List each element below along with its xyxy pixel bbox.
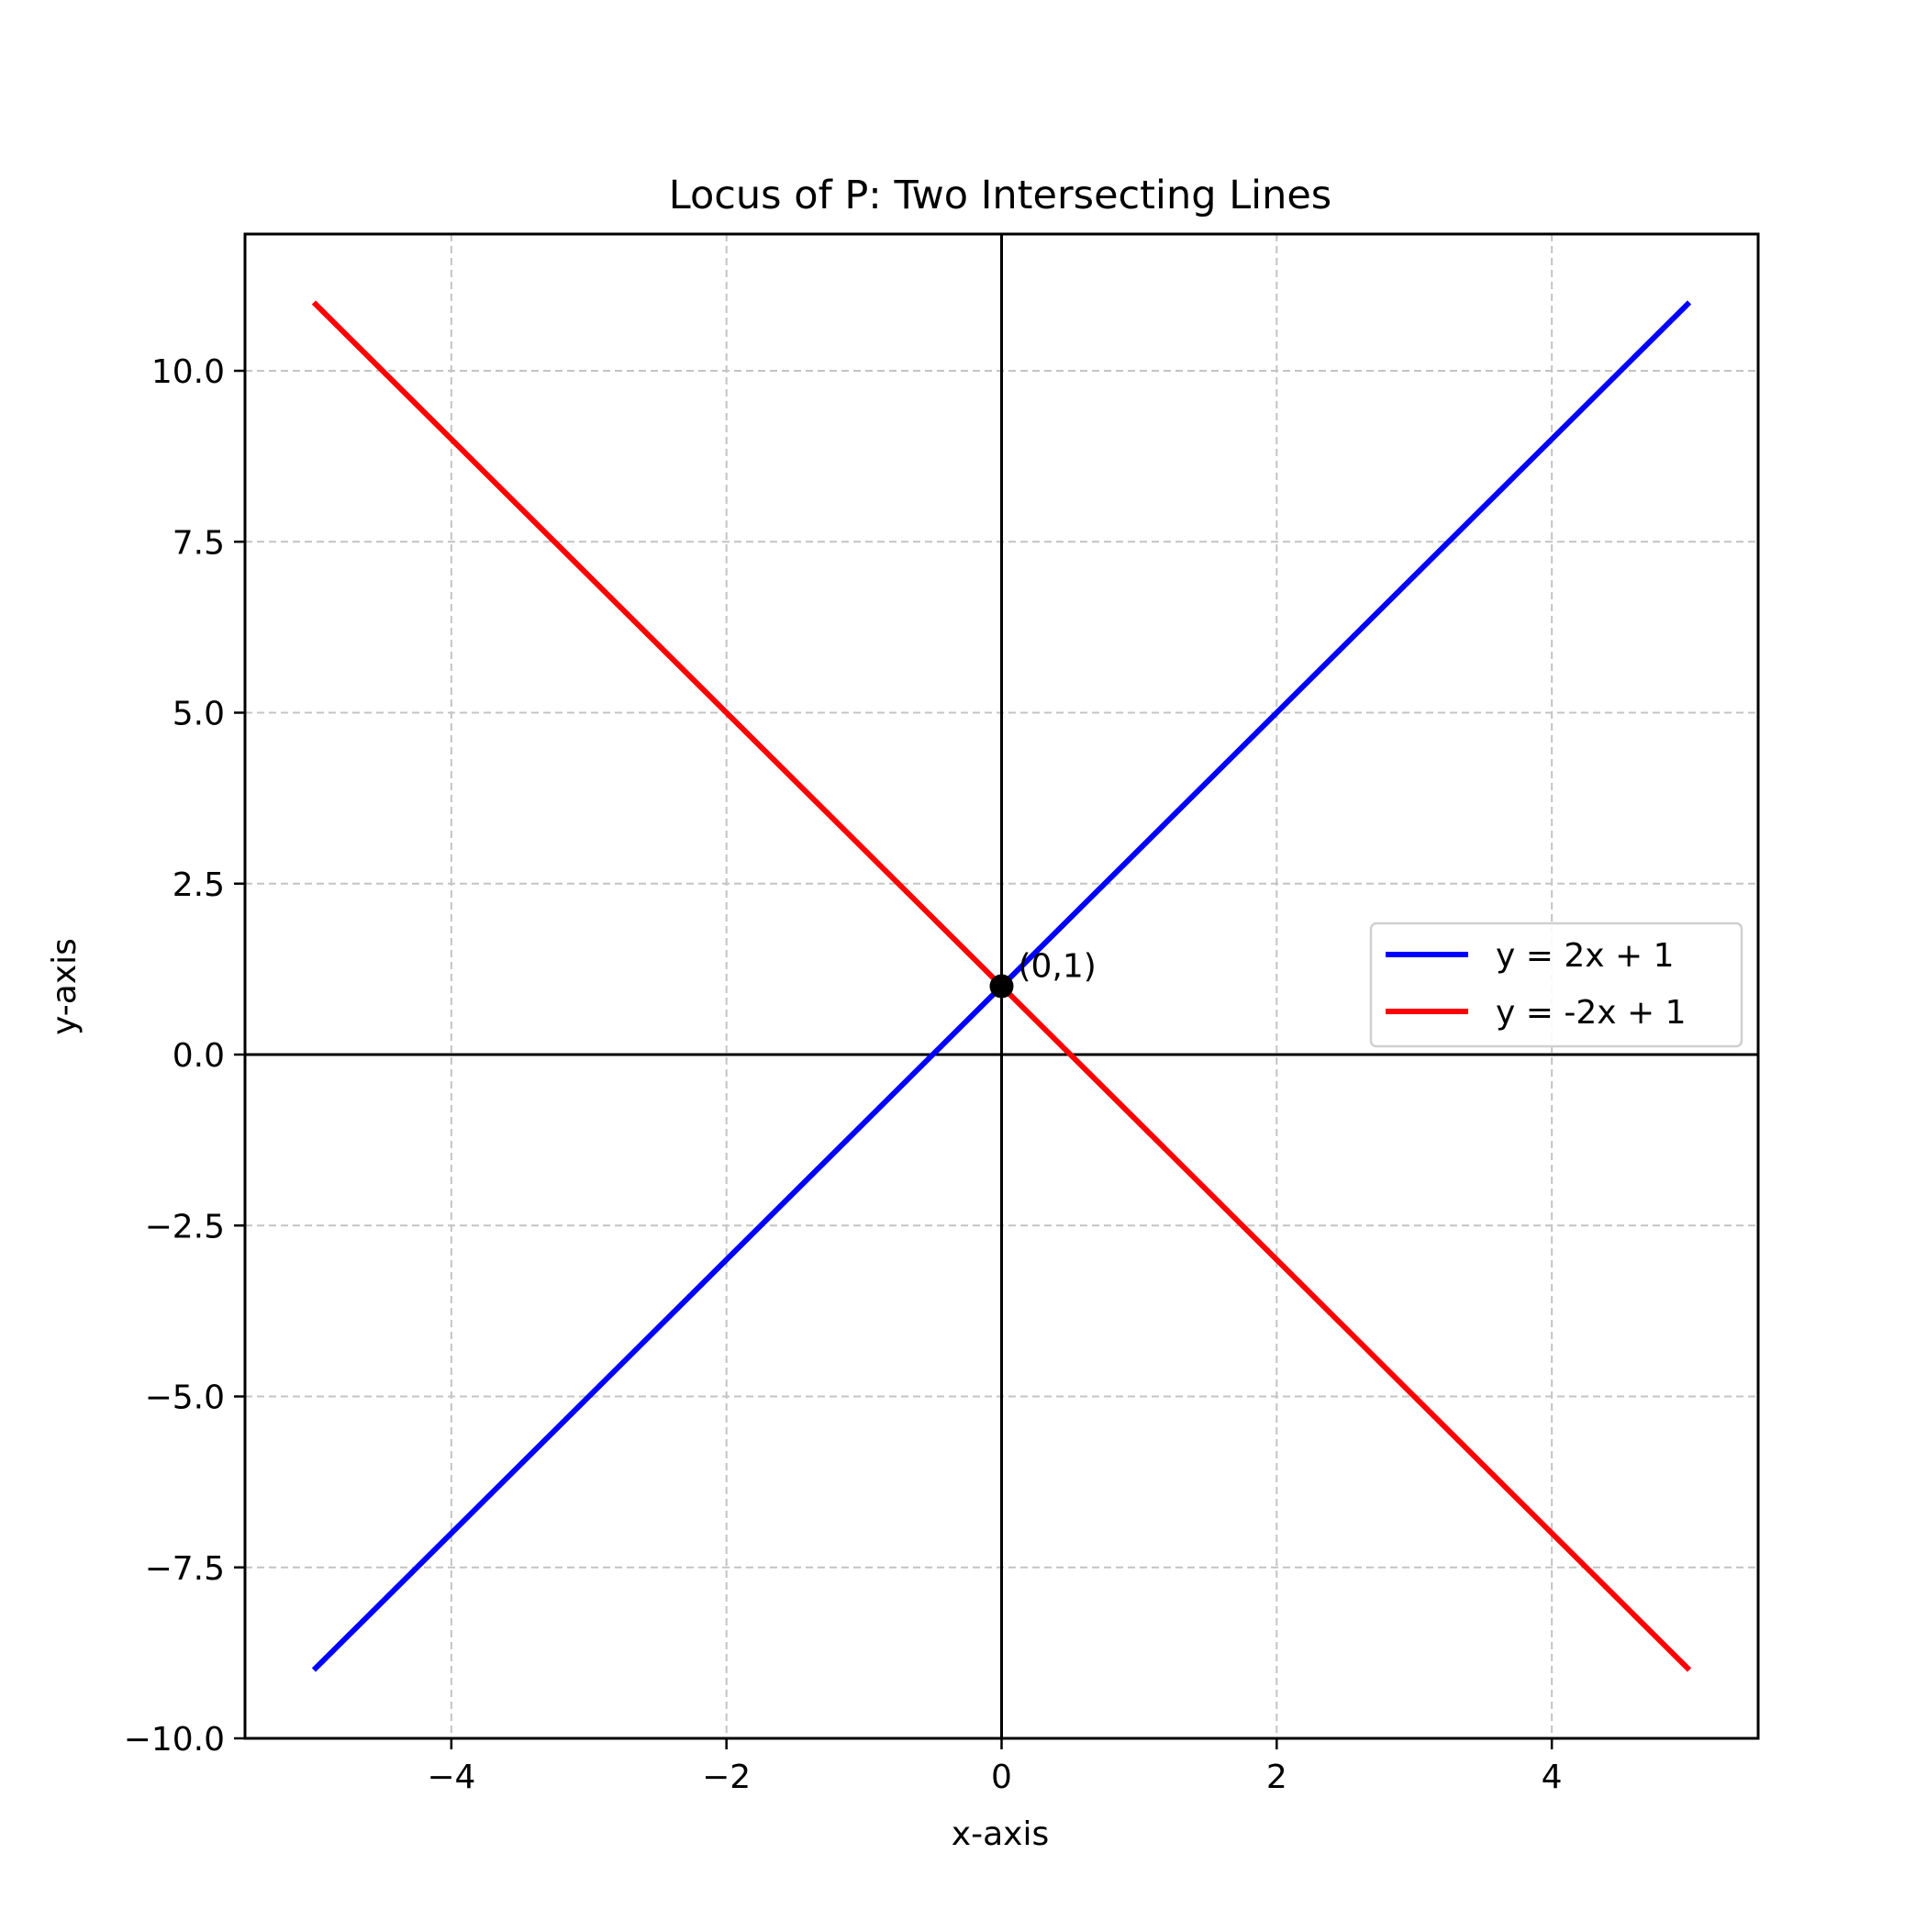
x-tick-label-0: −4 [427, 1759, 475, 1796]
y-tick-label-1: −7.5 [145, 1550, 225, 1588]
legend-label-1: y = 2x + 1 [1496, 937, 1675, 975]
x-tick-label-1: −2 [702, 1759, 751, 1796]
y-tick-label-4: 0.0 [173, 1037, 225, 1075]
y-tick-label-0: −10.0 [124, 1721, 225, 1759]
y-tick-label-2: −5.0 [145, 1379, 225, 1417]
intersection-point-label: (0,1) [1019, 948, 1097, 986]
x-axis-label: x-axis [952, 1815, 1049, 1853]
chart-title: Locus of P: Two Intersecting Lines [669, 173, 1331, 218]
x-tick-label-3: 2 [1266, 1759, 1287, 1796]
y-tick-label-6: 5.0 [173, 696, 225, 733]
y-tick-label-7: 7.5 [173, 524, 225, 562]
x-tick-label-4: 4 [1542, 1759, 1563, 1796]
plot-area: (0,1) −4 −2 0 2 4 −10.0 −7.5 −5.0 −2.5 0.0 2.5 5.0 7.… [124, 232, 1760, 1796]
intersection-point [989, 974, 1014, 999]
y-tick-label-8: 10.0 [151, 353, 225, 391]
y-axis-label: y-axis [46, 938, 84, 1035]
x-tick-label-2: 0 [991, 1759, 1012, 1796]
legend-label-2: y = -2x + 1 [1496, 994, 1687, 1032]
y-tick-label-3: −2.5 [145, 1208, 225, 1245]
y-tick-label-5: 2.5 [173, 866, 225, 904]
